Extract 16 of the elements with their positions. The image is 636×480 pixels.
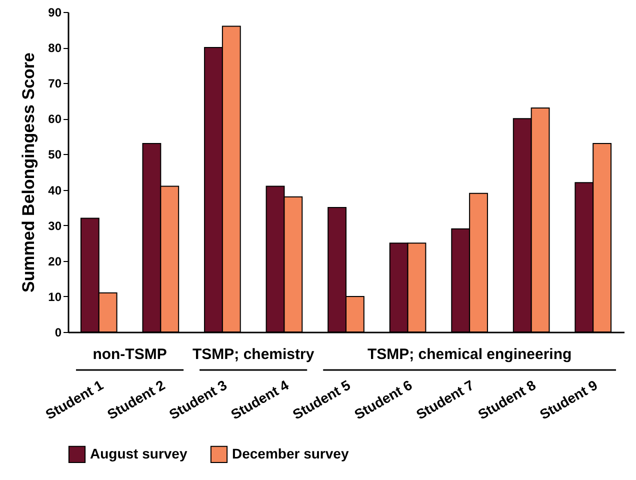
y-tick-label: 50: [48, 148, 62, 162]
y-tick-label: 30: [48, 218, 62, 233]
legend-label: August survey: [90, 445, 188, 462]
y-tick-label: 0: [54, 326, 62, 340]
y-tick-label: 10: [48, 290, 62, 304]
y-tick-label: 40: [48, 183, 62, 198]
y-axis-title: Summed Belongingess Score: [19, 52, 38, 292]
text: non-TSMP: [92, 346, 167, 363]
y-tick-label: 60: [48, 112, 62, 126]
text: TSMP; chemistry: [192, 346, 315, 363]
text: TSMP; chemical engineering: [367, 346, 572, 363]
y-tick-label: 70: [48, 76, 62, 91]
y-tick-label: 80: [48, 41, 62, 56]
y-tick-label: 20: [48, 254, 62, 268]
legend-label: December survey: [232, 445, 349, 462]
y-tick-label: 90: [48, 6, 62, 20]
